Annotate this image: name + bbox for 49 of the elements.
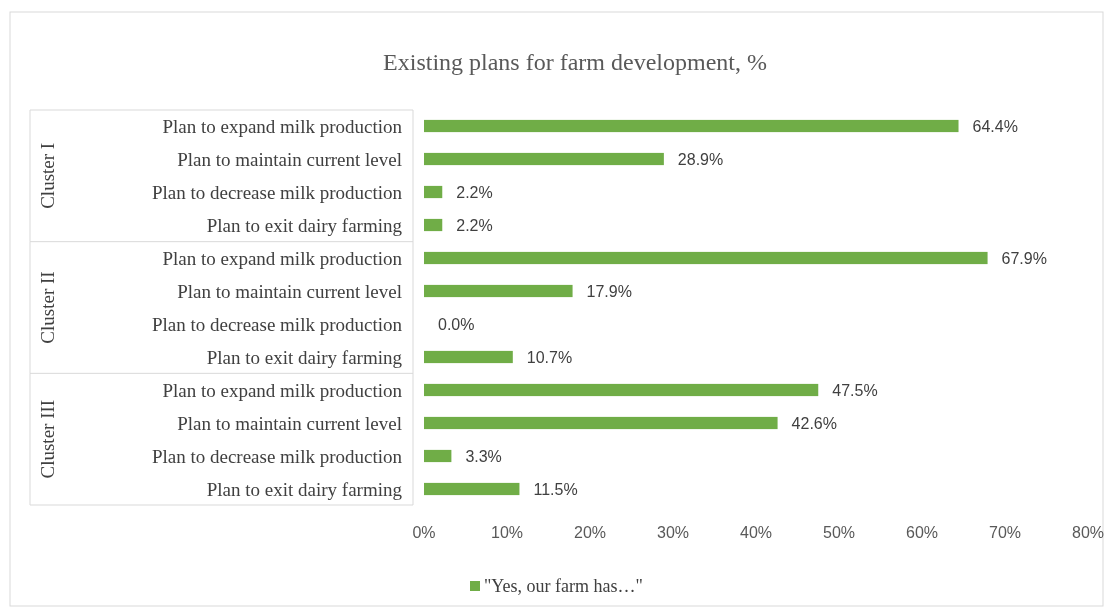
x-tick-label: 70% — [988, 524, 1022, 541]
data-label: 3.3% — [465, 447, 502, 465]
bar — [424, 218, 443, 232]
y-tick-label: Plan to decrease milk production — [151, 181, 403, 203]
data-label: 0.0% — [438, 315, 475, 333]
y-tick-label: Plan to decrease milk production — [151, 313, 403, 335]
y-tick-label: Plan to maintain current level — [177, 412, 402, 434]
x-tick-label: 30% — [656, 524, 690, 541]
bar — [424, 350, 513, 364]
data-label: 42.6% — [791, 414, 837, 432]
x-tick-label: 0% — [412, 524, 436, 541]
y-tick-label: Plan to exit dairy farming — [206, 346, 403, 368]
bar — [424, 119, 959, 133]
data-label: 17.9% — [586, 282, 632, 300]
x-tick-label: 20% — [573, 524, 607, 541]
bar — [424, 482, 520, 496]
bar — [424, 449, 452, 463]
y-tick-label: Plan to decrease milk production — [151, 445, 403, 467]
bar — [424, 284, 573, 298]
data-label: 10.7% — [526, 348, 573, 366]
data-label: 2.2% — [456, 183, 493, 201]
bar — [424, 152, 664, 166]
y-tick-label: Plan to expand milk production — [162, 115, 403, 137]
bar — [424, 416, 778, 430]
data-label: 2.2% — [456, 216, 493, 234]
bar — [424, 251, 988, 265]
data-label: 64.4% — [972, 117, 1018, 135]
x-tick-label: 10% — [490, 524, 524, 541]
x-tick-label: 40% — [739, 524, 773, 541]
text: Cluster I — [37, 142, 58, 209]
x-tick-label: 50% — [822, 524, 856, 541]
text: Cluster II — [37, 271, 58, 344]
data-label: 28.9% — [677, 150, 724, 168]
x-tick-label: 80% — [1071, 524, 1105, 541]
bar — [424, 383, 819, 397]
text: Cluster III — [37, 399, 58, 479]
chart-title: Existing plans for farm development, % — [383, 49, 767, 75]
y-tick-label: Plan to exit dairy farming — [206, 214, 403, 236]
y-tick-label: Plan to exit dairy farming — [206, 478, 403, 500]
y-tick-label: Plan to expand milk production — [162, 247, 403, 269]
data-label: 67.9% — [1001, 249, 1047, 267]
legend-label: "Yes, our farm has…" — [484, 576, 643, 597]
data-label: 47.5% — [832, 381, 878, 399]
bar — [424, 185, 443, 199]
x-tick-label: 60% — [905, 524, 939, 541]
data-label: 11.5% — [533, 480, 578, 498]
y-tick-label: Plan to maintain current level — [177, 280, 402, 302]
y-tick-label: Plan to expand milk production — [162, 379, 403, 401]
y-tick-label: Plan to maintain current level — [177, 148, 402, 170]
